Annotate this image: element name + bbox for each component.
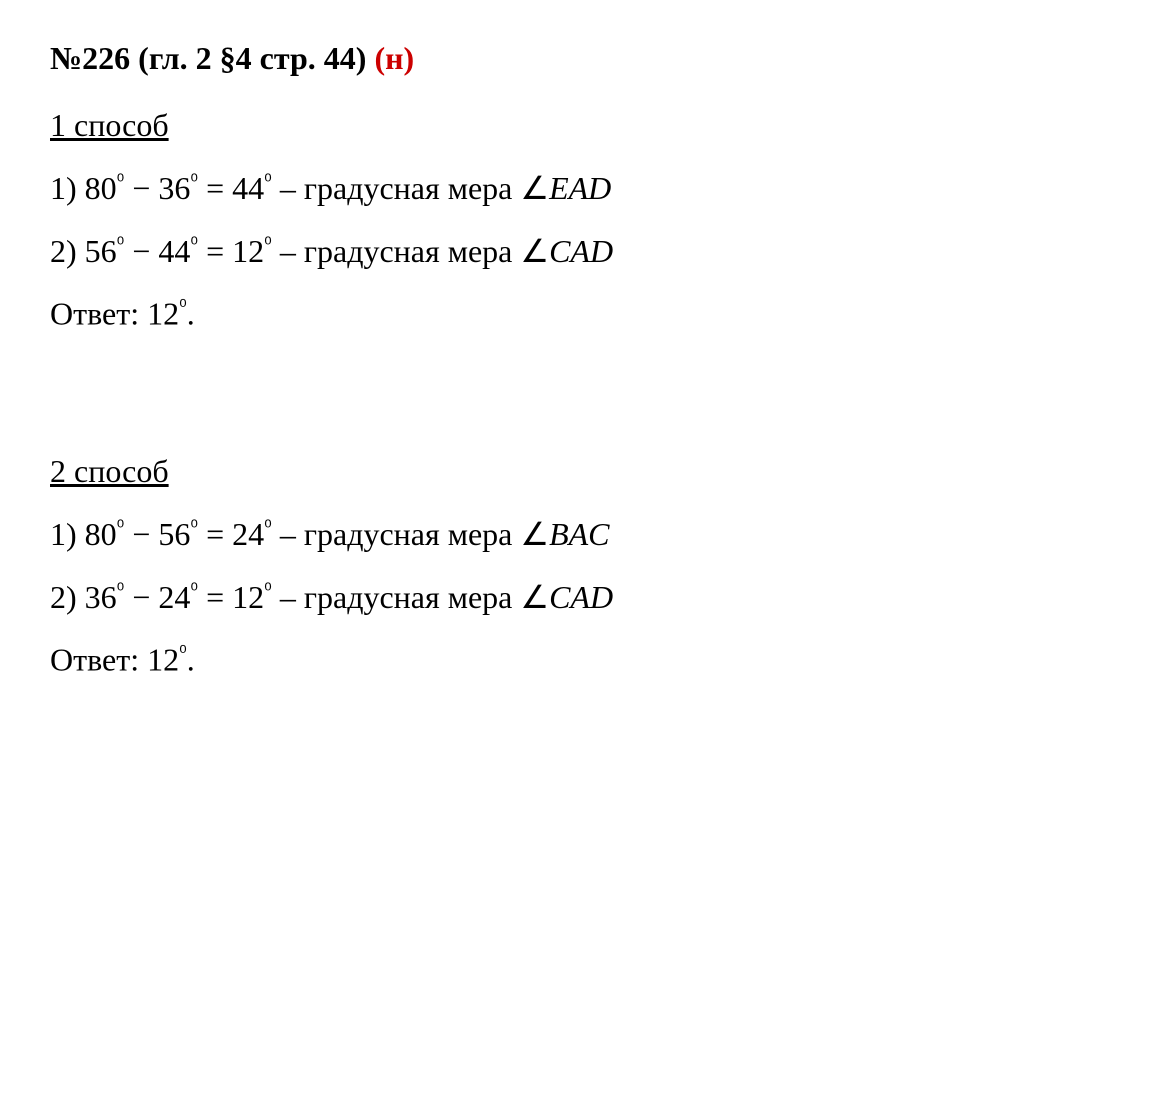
angle-symbol: ∠ [520,516,549,552]
degree-suffix: ⁰ [179,643,187,664]
step-number: 1) [50,516,77,552]
degree-suffix: ⁰ [179,297,187,318]
method-2-answer: Ответ: 12⁰. [50,641,1117,679]
description: – градусная мера [272,233,521,269]
degree-suffix: ⁰ [190,580,198,601]
method-2-step-1: 1) 80⁰ − 56⁰ = 24⁰ – градусная мера ∠BAC [50,515,1117,553]
angle-symbol: ∠ [520,170,549,206]
angle-name: CAD [549,579,613,615]
result: 12 [232,579,264,615]
step-number: 1) [50,170,77,206]
method-1-step-1: 1) 80⁰ − 36⁰ = 44⁰ – градусная мера ∠EAD [50,169,1117,207]
degree-suffix: ⁰ [264,234,272,255]
method-1-heading: 1 способ [50,107,1117,144]
equals: = [198,579,232,615]
expr-left: 80 [85,170,117,206]
operator: − [124,170,158,206]
expr-right: 24 [158,579,190,615]
angle-name: EAD [549,170,611,206]
degree-suffix: ⁰ [190,171,198,192]
problem-number: №226 [50,40,130,76]
degree-suffix: ⁰ [264,171,272,192]
degree-suffix: ⁰ [190,234,198,255]
answer-value: 12 [147,296,179,332]
problem-marker: (н) [374,40,414,76]
operator: − [124,233,158,269]
method-2-heading: 2 способ [50,453,1117,490]
description: – градусная мера [272,579,521,615]
operator: − [124,579,158,615]
description: – градусная мера [272,170,521,206]
expr-left: 80 [85,516,117,552]
problem-title: №226 (гл. 2 §4 стр. 44) (н) [50,40,1117,77]
description: – градусная мера [272,516,521,552]
section-spacer [50,383,1117,423]
answer-label: Ответ: [50,296,147,332]
answer-period: . [187,296,195,332]
result: 12 [232,233,264,269]
degree-suffix: ⁰ [264,517,272,538]
angle-name: CAD [549,233,613,269]
degree-suffix: ⁰ [190,517,198,538]
equals: = [198,170,232,206]
equals: = [198,233,232,269]
angle-name: BAC [549,516,609,552]
angle-symbol: ∠ [520,579,549,615]
step-number: 2) [50,233,77,269]
expr-right: 36 [158,170,190,206]
method-1-answer: Ответ: 12⁰. [50,295,1117,333]
equals: = [198,516,232,552]
result: 24 [232,516,264,552]
step-number: 2) [50,579,77,615]
expr-right: 44 [158,233,190,269]
answer-period: . [187,641,195,677]
answer-value: 12 [147,641,179,677]
angle-symbol: ∠ [520,233,549,269]
problem-reference: (гл. 2 §4 стр. 44) [130,40,374,76]
result: 44 [232,170,264,206]
expr-left: 56 [85,233,117,269]
method-1-step-2: 2) 56⁰ − 44⁰ = 12⁰ – градусная мера ∠CAD [50,232,1117,270]
degree-suffix: ⁰ [264,580,272,601]
operator: − [124,516,158,552]
expr-right: 56 [158,516,190,552]
expr-left: 36 [85,579,117,615]
answer-label: Ответ: [50,641,147,677]
method-2-step-2: 2) 36⁰ − 24⁰ = 12⁰ – градусная мера ∠CAD [50,578,1117,616]
